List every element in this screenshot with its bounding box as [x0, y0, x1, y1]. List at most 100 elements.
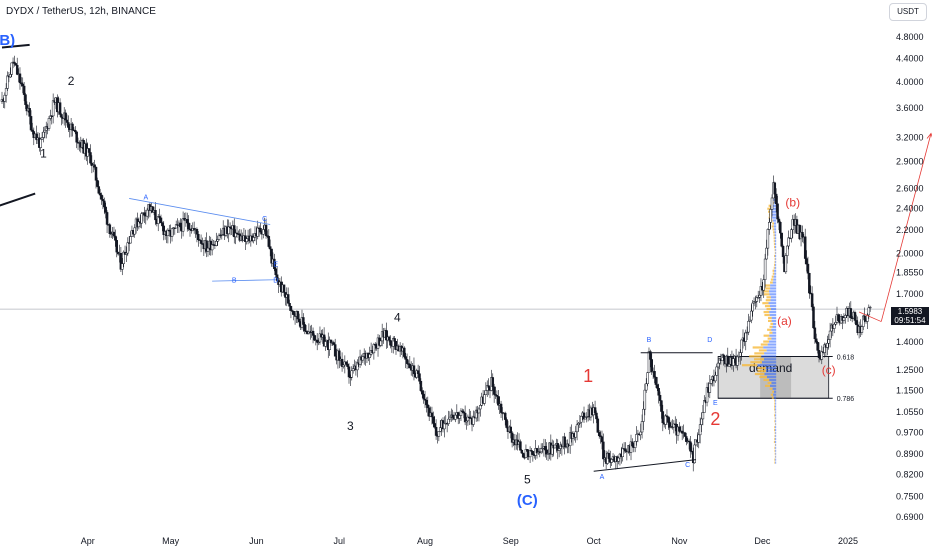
- volume-bar-buy: [774, 248, 776, 252]
- candle-body: [140, 213, 143, 224]
- candle-body: [462, 411, 465, 414]
- volume-bar-buy: [770, 278, 774, 281]
- candle-body: [745, 331, 749, 334]
- candle-body: [737, 356, 741, 358]
- candle-body: [820, 351, 824, 360]
- trend-line-left: [0, 192, 36, 207]
- volume-bar-sell: [773, 393, 777, 396]
- volume-bar-buy: [774, 417, 776, 420]
- candle-body: [20, 82, 23, 85]
- candle-body: [268, 246, 272, 250]
- candle-body: [385, 329, 388, 341]
- candle-body: [49, 115, 52, 119]
- time-axis[interactable]: Apr May Jun Jul Aug Sep Oct Nov Dec 2025: [81, 536, 858, 546]
- candle-body: [738, 352, 742, 357]
- candle-body: [582, 412, 586, 420]
- candle-body: [458, 415, 461, 419]
- candle-body: [404, 356, 407, 360]
- candle-body: [751, 302, 754, 312]
- candle-body: [773, 182, 777, 195]
- volume-bar-sell: [772, 281, 777, 284]
- candle-body: [466, 416, 470, 422]
- wave-labels-layer: (B) 2 1 4 3 5 (C) 1 2 (b) (a) (c) A B C D E A B C D E: [0, 32, 836, 509]
- candle-body: [657, 387, 660, 396]
- candle-body: [550, 444, 554, 455]
- volume-bar-sell: [770, 308, 777, 311]
- candle-body: [39, 138, 42, 148]
- volume-bar-buy: [774, 423, 776, 426]
- candle-body: [351, 368, 355, 372]
- volume-bar-buy: [764, 313, 770, 317]
- candle-body: [732, 358, 735, 366]
- y-tick-label: 4.4000: [896, 54, 924, 64]
- pattern-label: C: [262, 216, 267, 223]
- candle-body: [282, 284, 286, 293]
- volume-bar-sell: [775, 405, 777, 408]
- x-tick-label: Apr: [81, 536, 95, 546]
- volume-bar-buy: [754, 352, 765, 355]
- candle-body: [556, 443, 559, 451]
- volume-bar-sell: [769, 334, 777, 337]
- candle-body: [403, 347, 406, 357]
- volume-bar-buy: [759, 375, 767, 379]
- y-tick-label: 1.8550: [896, 267, 924, 277]
- candle-body: [332, 342, 336, 345]
- candle-body: [787, 237, 790, 247]
- volume-bar-sell: [774, 429, 777, 432]
- candle-body: [267, 236, 271, 247]
- wave-label: 1: [583, 366, 593, 386]
- candle-body: [519, 441, 522, 451]
- candle-body: [716, 362, 720, 368]
- trend-line-top: [1, 43, 30, 49]
- candle-body: [292, 310, 295, 315]
- candle-body: [629, 441, 633, 453]
- candle-body: [161, 222, 164, 227]
- candle-body: [317, 341, 320, 344]
- volume-bar-buy: [769, 387, 773, 390]
- symbol-title: DYDX / TetherUS, 12h, BINANCE: [6, 6, 156, 17]
- candle-body: [195, 228, 199, 235]
- volume-bar-buy: [767, 207, 772, 210]
- candle-body: [705, 387, 709, 403]
- candle-body: [827, 339, 830, 344]
- volume-bar-sell: [769, 290, 777, 293]
- candle-body: [18, 73, 22, 84]
- price-axis[interactable]: 4.8000 4.4000 4.0000 3.6000 3.2000 2.9000 2.60…: [896, 32, 924, 522]
- candle-body: [65, 119, 69, 123]
- candle-body: [563, 436, 566, 447]
- candle-body: [863, 315, 866, 321]
- currency-button[interactable]: USDT: [889, 3, 927, 21]
- candle-body: [176, 224, 179, 226]
- candle-body: [151, 206, 154, 213]
- volume-bar-buy: [757, 369, 766, 373]
- candle-body: [426, 404, 430, 409]
- candle-body: [653, 371, 656, 378]
- volume-bar-sell: [775, 455, 777, 458]
- candle-body: [465, 420, 468, 423]
- candle-body: [274, 268, 277, 275]
- candle-body: [215, 241, 218, 246]
- candle-body: [579, 416, 583, 423]
- candle-body: [545, 449, 548, 455]
- wave-label: (b): [785, 195, 800, 209]
- candle-body: [703, 400, 706, 413]
- candle-body: [234, 232, 237, 238]
- volume-bar-buy: [774, 434, 776, 438]
- volume-bar-buy: [768, 316, 772, 320]
- candle-body: [801, 231, 804, 238]
- candle-body: [416, 370, 420, 374]
- candle-body: [509, 426, 512, 434]
- volume-bar-buy: [764, 293, 770, 296]
- candle-body: [642, 408, 645, 422]
- candle-body: [427, 407, 431, 417]
- volume-bar-sell: [774, 240, 777, 243]
- candle-body: [808, 272, 811, 294]
- volume-bar-sell: [774, 254, 777, 258]
- candle-body: [273, 258, 276, 270]
- candle-body: [631, 441, 634, 447]
- pattern-label: B: [232, 277, 237, 284]
- candle-body: [596, 418, 600, 433]
- candle-body: [90, 162, 94, 167]
- volume-bar-buy: [773, 240, 775, 243]
